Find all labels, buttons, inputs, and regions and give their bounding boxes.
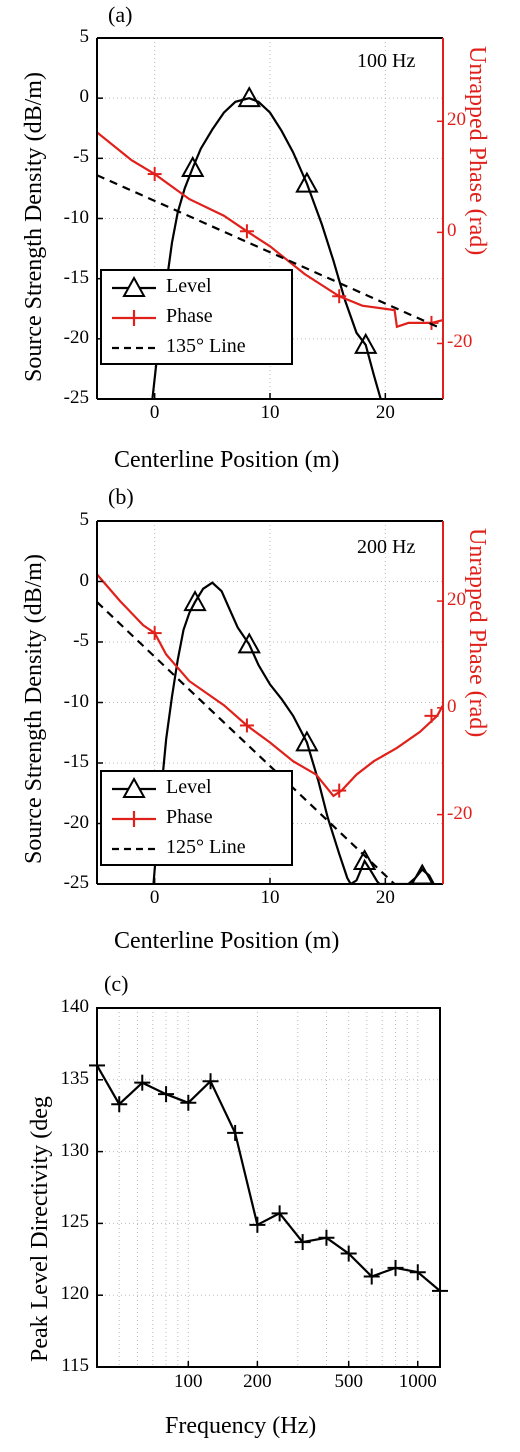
legend-phase-label: Phase	[166, 305, 213, 327]
panel-c-x-axis-title: Frequency (Hz)	[165, 1413, 317, 1439]
series-group	[97, 573, 443, 884]
panel-b-x-axis-title: Centerline Position (m)	[114, 928, 340, 954]
right-y-tick-label: 0	[447, 695, 457, 717]
x-tick-label: 200	[243, 1371, 272, 1392]
series-line-level	[151, 97, 382, 399]
level-marker	[181, 155, 205, 177]
legend-level-label: Level	[166, 275, 212, 297]
panel-c-axes-box	[96, 1007, 441, 1368]
right-y-tick-label: -20	[447, 331, 473, 353]
y-tick-label: -15	[63, 266, 89, 288]
level-marker	[237, 632, 261, 654]
series-line-phase	[97, 131, 443, 329]
level-marker	[354, 332, 378, 354]
level-marker	[352, 848, 377, 871]
panel-b-label: (b)	[108, 484, 134, 509]
triangle-marker-icon	[122, 275, 146, 297]
level-marker	[295, 171, 319, 193]
panel-c-y-axis-title: Peak Level Directivity (deg	[27, 1096, 53, 1362]
y-tick-label: 115	[61, 1355, 89, 1376]
y-tick-label: -25	[63, 872, 89, 893]
y-tick-label: -15	[63, 751, 89, 772]
y-tick-label: 5	[79, 26, 90, 47]
y-tick-label: -20	[63, 811, 89, 833]
legend-phase-label: Phase	[166, 806, 213, 828]
panel-b-legend: Level Phase 125° Line	[100, 770, 293, 866]
y-tick-label: 130	[60, 1139, 90, 1161]
triangle-marker-icon	[122, 776, 146, 798]
x-tick-label: 10	[260, 402, 280, 423]
right-y-tick-label: 0	[447, 220, 457, 242]
y-tick-label: 140	[60, 996, 90, 1017]
panel-a-legend: Level Phase 135° Line	[100, 269, 293, 365]
y-tick-label: -5	[73, 146, 89, 168]
level-marker	[237, 86, 261, 108]
legend-line-label: 135° Line	[166, 335, 246, 357]
series-line-125line	[97, 601, 397, 884]
y-tick-label: 125	[60, 1211, 90, 1233]
y-tick-label: -20	[63, 326, 89, 348]
right-y-tick-label: 20	[447, 589, 466, 611]
x-tick-label: 20	[375, 402, 395, 423]
y-tick-label: -10	[63, 690, 89, 712]
right-y-tick-label: -20	[447, 802, 473, 824]
panel-c-label: (c)	[104, 971, 129, 996]
panel-b-legend-swatches	[112, 776, 156, 851]
y-tick-label: -5	[73, 630, 89, 651]
y-tick-label: -25	[63, 387, 89, 408]
y-tick-label: 5	[79, 509, 90, 530]
series-line-level	[152, 581, 435, 884]
legend-line-label: 125° Line	[166, 836, 246, 858]
x-tick-label: 500	[334, 1371, 363, 1392]
y-tick-label: 0	[79, 569, 90, 591]
panel-b-right-y-axis-title: Unrapped Phase (rad)	[464, 528, 490, 738]
series-group	[97, 86, 443, 399]
panel-a-frequency-label: 100 Hz	[357, 50, 416, 72]
x-tick-label: 100	[174, 1371, 203, 1392]
panel-b-frequency-label: 200 Hz	[357, 536, 416, 558]
panel-a-label: (a)	[108, 2, 133, 27]
panel-a-legend-swatches	[112, 275, 156, 350]
panel-b-y-axis-title: Source Strength Density (dB/m)	[21, 554, 47, 864]
legend-level-label: Level	[166, 776, 212, 798]
x-tick-label: 10	[260, 887, 280, 908]
directivity-line	[96, 1064, 441, 1292]
y-tick-label: 135	[60, 1067, 90, 1089]
y-tick-label: 0	[79, 86, 90, 108]
level-marker	[295, 730, 319, 752]
series-line-135line	[97, 174, 443, 331]
right-y-tick-label: 20	[447, 109, 466, 131]
y-tick-label: -10	[63, 206, 89, 228]
x-tick-label: 20	[375, 887, 395, 908]
panel-a-right-y-axis-title: Unrapped Phase (rad)	[464, 46, 490, 256]
x-tick-label: 0	[149, 887, 160, 908]
level-marker	[183, 590, 207, 612]
y-tick-label: 120	[60, 1283, 90, 1305]
panel-a-x-axis-title: Centerline Position (m)	[114, 447, 340, 473]
panel-a-y-axis-title: Source Strength Density (dB/m)	[21, 72, 47, 382]
x-tick-label: 0	[149, 402, 160, 423]
x-tick-label: 1000	[398, 1371, 437, 1392]
